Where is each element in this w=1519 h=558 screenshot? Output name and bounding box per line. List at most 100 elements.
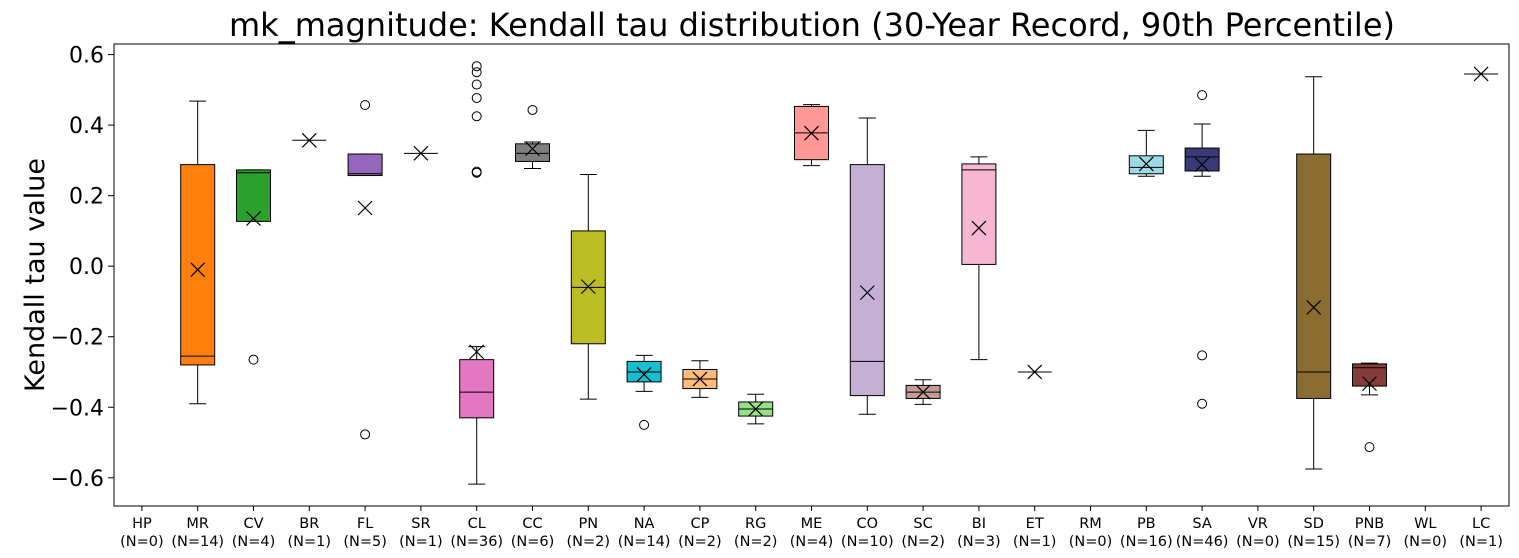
mean-marker <box>469 344 485 360</box>
outlier-point <box>360 100 371 111</box>
mean-marker <box>748 401 764 417</box>
x-tick-label: WL <box>1414 516 1436 532</box>
box-body <box>1352 363 1387 387</box>
x-tick-label: FL <box>357 516 373 532</box>
box-sd <box>1296 76 1332 470</box>
box-cl <box>459 61 495 485</box>
x-tick-label: HP <box>132 516 152 532</box>
outlier-point <box>471 111 482 122</box>
box-cc <box>515 104 550 169</box>
outlier-point <box>360 429 371 440</box>
x-tick-label: RG <box>745 516 766 532</box>
x-tick-label: VR <box>1248 516 1268 532</box>
mean-marker <box>357 200 373 216</box>
x-tick-label: CC <box>522 516 542 532</box>
box-mr <box>180 100 216 405</box>
box-co <box>849 117 885 415</box>
mean-marker <box>1473 66 1489 82</box>
box-lc <box>1464 66 1499 82</box>
mean-marker <box>246 211 261 226</box>
x-tick-label: MR <box>186 516 209 532</box>
box-sa <box>1184 90 1220 409</box>
mean-marker <box>1306 300 1322 315</box>
mean-marker <box>692 371 708 387</box>
y-tick-label: −0.4 <box>51 396 104 421</box>
mean-marker <box>804 125 819 141</box>
mean-marker <box>859 285 875 301</box>
box-rg <box>738 393 774 425</box>
box-bi <box>961 156 997 361</box>
x-tick-count: (N=0) <box>1236 534 1280 550</box>
box-body <box>347 153 383 177</box>
box-body <box>1128 155 1164 175</box>
box-cv <box>236 169 271 365</box>
x-tick-label: PN <box>579 516 599 532</box>
x-tick-count: (N=3) <box>957 534 1001 550</box>
x-tick-count: (N=0) <box>120 534 164 550</box>
x-tick-count: (N=7) <box>1348 534 1392 550</box>
outlier-point <box>471 167 482 178</box>
x-tick-label: SD <box>1304 516 1324 532</box>
mean-marker <box>190 262 206 278</box>
x-tick-count: (N=4) <box>790 534 834 550</box>
outlier-point <box>639 419 650 430</box>
x-tick-label: PB <box>1137 516 1156 532</box>
outlier-point <box>248 354 259 365</box>
x-tick-label: CL <box>468 516 486 532</box>
box-sr <box>403 145 438 161</box>
y-tick-label: 0.6 <box>69 44 104 69</box>
mean-marker <box>413 145 429 161</box>
plot-area: −0.6 −0.4 −0.2 0.0 0.2 0.4 0.6 HP (N=0) MR (N=14) C… <box>51 43 1510 550</box>
x-tick-label: SA <box>1192 516 1211 532</box>
mean-marker <box>636 367 652 382</box>
x-tick-count: (N=2) <box>734 534 778 550</box>
outlier-point <box>471 61 482 72</box>
box-body <box>1184 147 1220 172</box>
box-body <box>180 164 216 366</box>
x-tick-count: (N=5) <box>343 534 387 550</box>
x-tick-count: (N=10) <box>841 534 894 550</box>
outlier-point <box>1197 90 1208 101</box>
x-tick-count: (N=1) <box>399 534 443 550</box>
chart-title: mk_magnitude: Kendall tau distribution (… <box>229 6 1395 44</box>
y-tick-label: −0.6 <box>51 467 104 492</box>
x-tick-count: (N=4) <box>232 534 276 550</box>
box-et <box>1017 364 1052 380</box>
x-tick-label: SC <box>913 516 932 532</box>
outlier-point <box>471 67 482 78</box>
x-tick-label: BR <box>299 516 319 532</box>
x-tick-label: LC <box>1472 516 1490 532</box>
box-fl <box>347 100 383 440</box>
outlier-point <box>1197 398 1208 409</box>
y-tick-label: 0.4 <box>69 114 104 139</box>
x-tick-count: (N=2) <box>678 534 722 550</box>
mean-marker <box>1362 376 1377 392</box>
x-tick-count: (N=15) <box>1287 534 1340 550</box>
mean-marker <box>580 279 596 295</box>
x-tick-count: (N=16) <box>1120 534 1173 550</box>
x-tick-label: RM <box>1079 516 1102 532</box>
mean-marker <box>915 384 931 400</box>
outlier-point <box>471 92 482 103</box>
mean-marker <box>1138 156 1154 172</box>
box-body <box>459 359 495 419</box>
x-tick-label: CO <box>857 516 879 532</box>
box-body <box>961 163 997 265</box>
x-tick-count: (N=6) <box>511 534 555 550</box>
outlier-point <box>1364 442 1375 453</box>
x-tick-label: PNB <box>1355 516 1385 532</box>
x-tick-count: (N=14) <box>618 534 671 550</box>
x-tick-count: (N=0) <box>1069 534 1113 550</box>
x-tick-count: (N=1) <box>1459 534 1503 550</box>
y-axis-label: Kendall tau value <box>20 158 51 392</box>
x-tick-count: (N=1) <box>1013 534 1057 550</box>
mean-marker <box>301 132 317 148</box>
box-na <box>626 354 662 430</box>
y-tick-label: 0.0 <box>69 255 104 280</box>
mean-marker <box>1194 157 1210 173</box>
mean-marker <box>971 220 987 236</box>
x-tick-label: NA <box>634 516 655 532</box>
box-me <box>794 104 829 167</box>
outlier-point <box>1197 350 1208 361</box>
